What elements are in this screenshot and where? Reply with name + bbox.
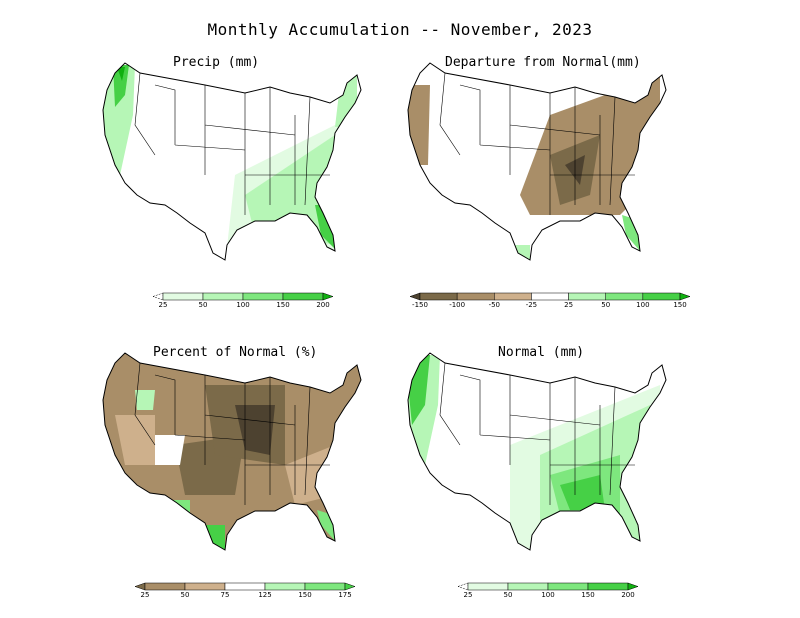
colorbar-tick-label: -25 [526, 301, 537, 309]
colorbar-tick-label: -50 [489, 301, 500, 309]
colorbar-high-triangle [627, 582, 639, 591]
colorbar-tick-label: 200 [316, 301, 329, 309]
colorbar-low-triangle [409, 292, 421, 301]
normal-panel: Normal (mm) 25 50 100 150 200 [400, 345, 700, 599]
colorbar-tick-label: 200 [621, 591, 634, 599]
colorbar-tick-label: 25 [464, 591, 473, 599]
colorbar-tick-label: 150 [298, 591, 311, 599]
colorbar-segment [304, 582, 346, 591]
departure-colorbar: -150 -100 -50 -25 25 50 100 150 [409, 292, 691, 309]
colorbar-tick-label: 25 [159, 301, 168, 309]
percent-panel: Percent of Normal (%) 25 50 75 125 150 175 [95, 345, 395, 599]
colorbar-segment [184, 582, 226, 591]
colorbar-tick-label: 150 [276, 301, 289, 309]
colorbar-low-triangle [134, 582, 146, 591]
colorbar-tick-label: -100 [449, 301, 465, 309]
colorbar-segment [531, 292, 569, 301]
colorbar-tick-label: 25 [141, 591, 150, 599]
departure-map [407, 62, 667, 261]
colorbar-high-triangle [322, 292, 334, 301]
precip-map [102, 62, 362, 261]
percent-map [102, 352, 362, 551]
colorbar-tick-label: 150 [673, 301, 686, 309]
departure-panel-title: Departure from Normal(mm) [445, 55, 641, 70]
precip-colorbar: 25 50 100 150 200 [152, 292, 334, 309]
colorbar-high-triangle [344, 582, 356, 591]
colorbar-tick-label: 75 [221, 591, 230, 599]
colorbar-tick-label: 100 [236, 301, 249, 309]
colorbar-segment [242, 292, 284, 301]
colorbar-segment [419, 292, 458, 301]
colorbar-low-triangle [457, 582, 469, 591]
colorbar-segment [202, 292, 244, 301]
colorbar-segment [144, 582, 186, 591]
colorbar-segment [605, 292, 644, 301]
departure-panel: Departure from Normal(mm) -150 -100 -50 -25… [400, 55, 700, 309]
colorbar-tick-label: 50 [504, 591, 513, 599]
figure-title: Monthly Accumulation -- November, 2023 [207, 20, 593, 39]
colorbar-segment [224, 582, 266, 591]
colorbar-high-triangle [679, 292, 691, 301]
colorbar-tick-label: 125 [258, 591, 271, 599]
precip-panel-title: Precip (mm) [173, 55, 260, 70]
colorbar-tick-label: 100 [541, 591, 554, 599]
percent-panel-title: Percent of Normal (%) [153, 345, 318, 360]
colorbar-tick-label: 50 [601, 301, 610, 309]
precip-panel: Precip (mm) 25 50 100 150 200 [95, 55, 395, 309]
colorbar-tick-label: 50 [181, 591, 190, 599]
colorbar-tick-label: 175 [338, 591, 351, 599]
colorbar-tick-label: 50 [199, 301, 208, 309]
colorbar-low-triangle [152, 292, 164, 301]
colorbar-segment [642, 292, 681, 301]
colorbar-segment [162, 292, 204, 301]
colorbar-segment [264, 582, 306, 591]
colorbar-segment [456, 292, 495, 301]
colorbar-segment [467, 582, 509, 591]
colorbar-segment [587, 582, 629, 591]
percent-colorbar: 25 50 75 125 150 175 [134, 582, 356, 599]
colorbar-segment [507, 582, 549, 591]
colorbar-segment [568, 292, 606, 301]
colorbar-segment [547, 582, 589, 591]
colorbar-tick-label: -150 [412, 301, 428, 309]
normal-colorbar: 25 50 100 150 200 [457, 582, 639, 599]
colorbar-tick-label: 100 [636, 301, 649, 309]
colorbar-tick-label: 25 [564, 301, 573, 309]
colorbar-tick-label: 150 [581, 591, 594, 599]
colorbar-segment [282, 292, 324, 301]
normal-panel-title: Normal (mm) [498, 345, 585, 360]
colorbar-segment [494, 292, 532, 301]
normal-map [407, 352, 667, 551]
